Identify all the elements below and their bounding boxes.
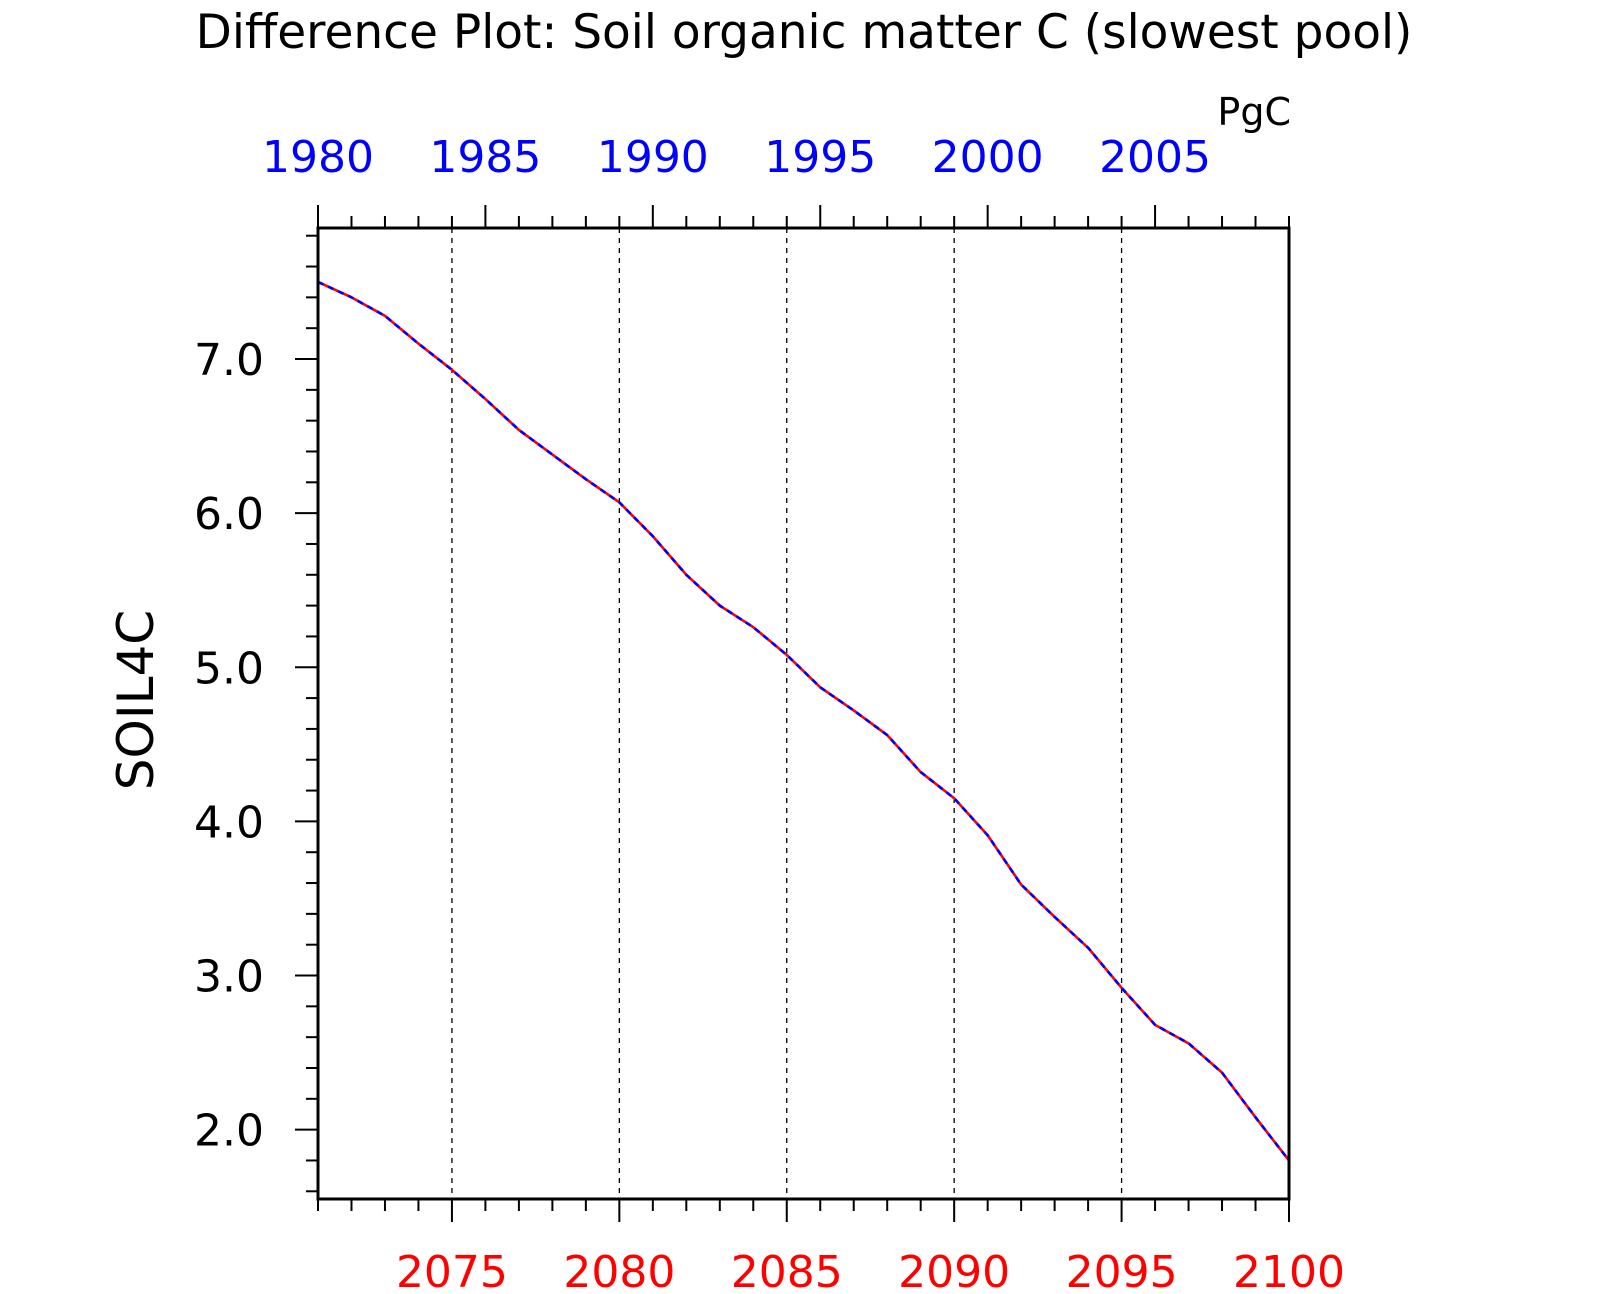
bottom-tick-label-2100: 2100 xyxy=(1233,1247,1345,1290)
series-line-2 xyxy=(317,280,1291,1162)
y-tick-label-7.0: 7.0 xyxy=(194,335,264,386)
y-axis-label: SOIL4C xyxy=(107,610,165,790)
bottom-tick-label-2085: 2085 xyxy=(731,1247,843,1290)
bottom-tick-label-2095: 2095 xyxy=(1066,1247,1178,1290)
series-line-1 xyxy=(317,280,1291,1162)
y-tick-label-4.0: 4.0 xyxy=(194,797,264,848)
gridlines xyxy=(451,228,1123,1199)
chart-title: Difference Plot: Soil organic matter C (… xyxy=(196,5,1413,60)
plot-frame xyxy=(316,226,1291,1201)
axis-ticks xyxy=(295,205,1290,1222)
y-tick-label-3.0: 3.0 xyxy=(194,952,264,1003)
data-series xyxy=(317,280,1291,1162)
tick-labels: 2075 2080 2085 2090 2095 2100 1980 1985 1990 1995… xyxy=(194,132,1345,1294)
bottom-tick-label-2080: 2080 xyxy=(563,1247,675,1290)
y-tick-label-2.0: 2.0 xyxy=(194,1106,264,1157)
bottom-tick-label-2075: 2075 xyxy=(396,1247,508,1290)
top-tick-label-2005: 2005 xyxy=(1099,132,1211,183)
top-tick-label-1985: 1985 xyxy=(429,132,541,183)
units-label: PgC xyxy=(1217,90,1291,134)
y-tick-label-6.0: 6.0 xyxy=(194,489,264,540)
top-tick-label-1980: 1980 xyxy=(262,132,374,183)
bottom-tick-label-2090: 2090 xyxy=(898,1247,1010,1290)
y-tick-label-5.0: 5.0 xyxy=(194,643,264,694)
top-tick-label-2000: 2000 xyxy=(932,132,1044,183)
top-tick-label-1995: 1995 xyxy=(764,132,876,183)
top-tick-label-1990: 1990 xyxy=(597,132,709,183)
